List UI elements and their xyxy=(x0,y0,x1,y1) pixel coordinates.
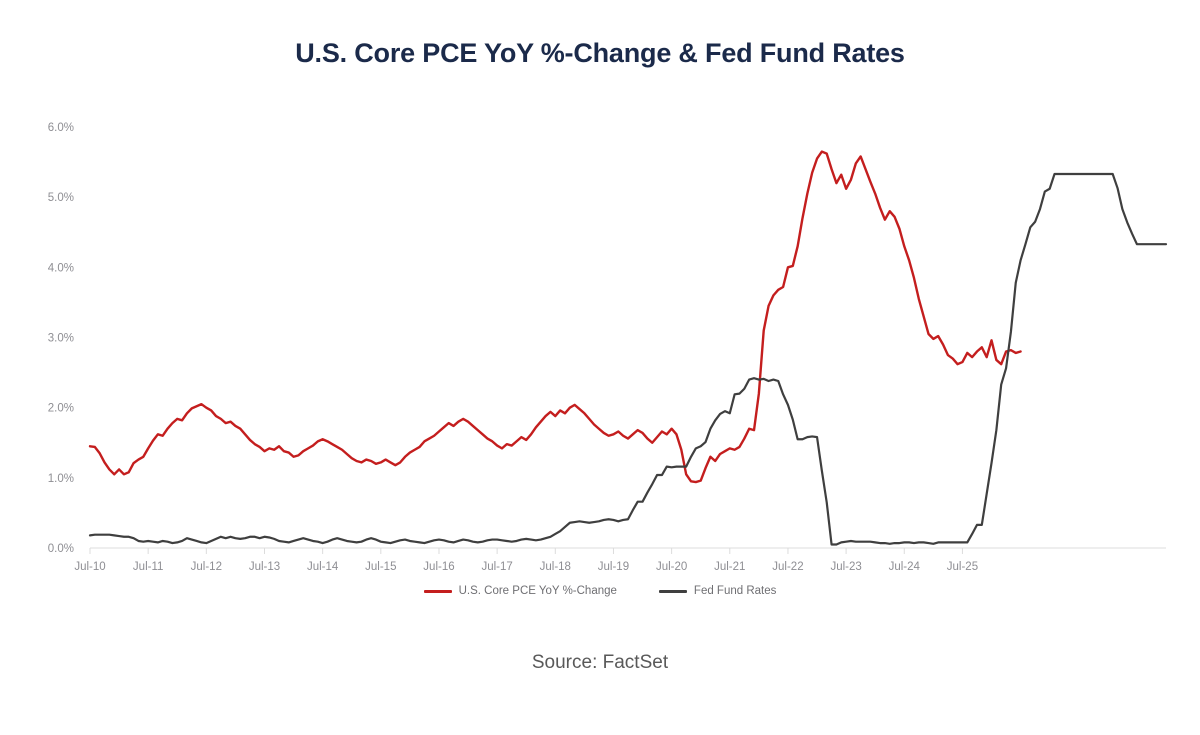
source-note: Source: FactSet xyxy=(531,652,669,673)
y-axis-tick-label: 5.0% xyxy=(48,192,74,204)
legend-swatch-fed-fund-rates xyxy=(658,589,687,593)
x-axis-tick-label: Jul-15 xyxy=(365,561,396,573)
y-axis-tick-label: 4.0% xyxy=(48,262,74,274)
x-axis-tick-label: Jul-13 xyxy=(249,561,280,573)
x-axis-tick-label: Jul-14 xyxy=(307,561,339,573)
x-axis-tick-label: Jul-25 xyxy=(947,561,978,573)
legend-label-fed-fund-rates: Fed Fund Rates xyxy=(693,585,777,597)
x-axis-tick-label: Jul-21 xyxy=(714,561,745,573)
x-axis-tick-label: Jul-11 xyxy=(133,561,163,573)
x-axis-tick-label: Jul-16 xyxy=(423,561,454,573)
series-line-core-pce xyxy=(88,150,1022,484)
series-line-fed-fund-rates xyxy=(88,172,1168,546)
x-axis-tick-label: Jul-24 xyxy=(889,561,921,573)
y-axis-tick-label: 3.0% xyxy=(48,333,74,345)
chart-legend: U.S. Core PCE YoY %-Change Fed Fund Rate… xyxy=(0,585,1200,597)
x-axis-tick-label: Jul-19 xyxy=(598,561,629,573)
y-axis-tick-label: 1.0% xyxy=(48,473,74,485)
x-axis-tick-label: Jul-23 xyxy=(830,561,861,573)
legend-item-core-pce[interactable]: U.S. Core PCE YoY %-Change xyxy=(423,585,617,597)
legend-label-core-pce: U.S. Core PCE YoY %-Change xyxy=(458,585,617,597)
legend-swatch-core-pce xyxy=(423,589,452,593)
x-axis-tick-label: Jul-20 xyxy=(656,561,687,573)
legend-item-fed-fund-rates[interactable]: Fed Fund Rates xyxy=(658,585,777,597)
x-axis-tick-label: Jul-17 xyxy=(481,561,512,573)
x-axis-tick-label: Jul-12 xyxy=(191,561,222,573)
page-title: U.S. Core PCE YoY %-Change & Fed Fund Ra… xyxy=(295,38,905,68)
x-axis-tick-label: Jul-10 xyxy=(74,561,105,573)
y-axis-tick-label: 0.0% xyxy=(48,543,74,555)
y-axis-tick-label: 2.0% xyxy=(48,403,74,415)
x-axis-tick-label: Jul-22 xyxy=(772,561,803,573)
y-axis-tick-label: 6.0% xyxy=(48,122,74,134)
x-axis-tick-label: Jul-18 xyxy=(540,561,571,573)
